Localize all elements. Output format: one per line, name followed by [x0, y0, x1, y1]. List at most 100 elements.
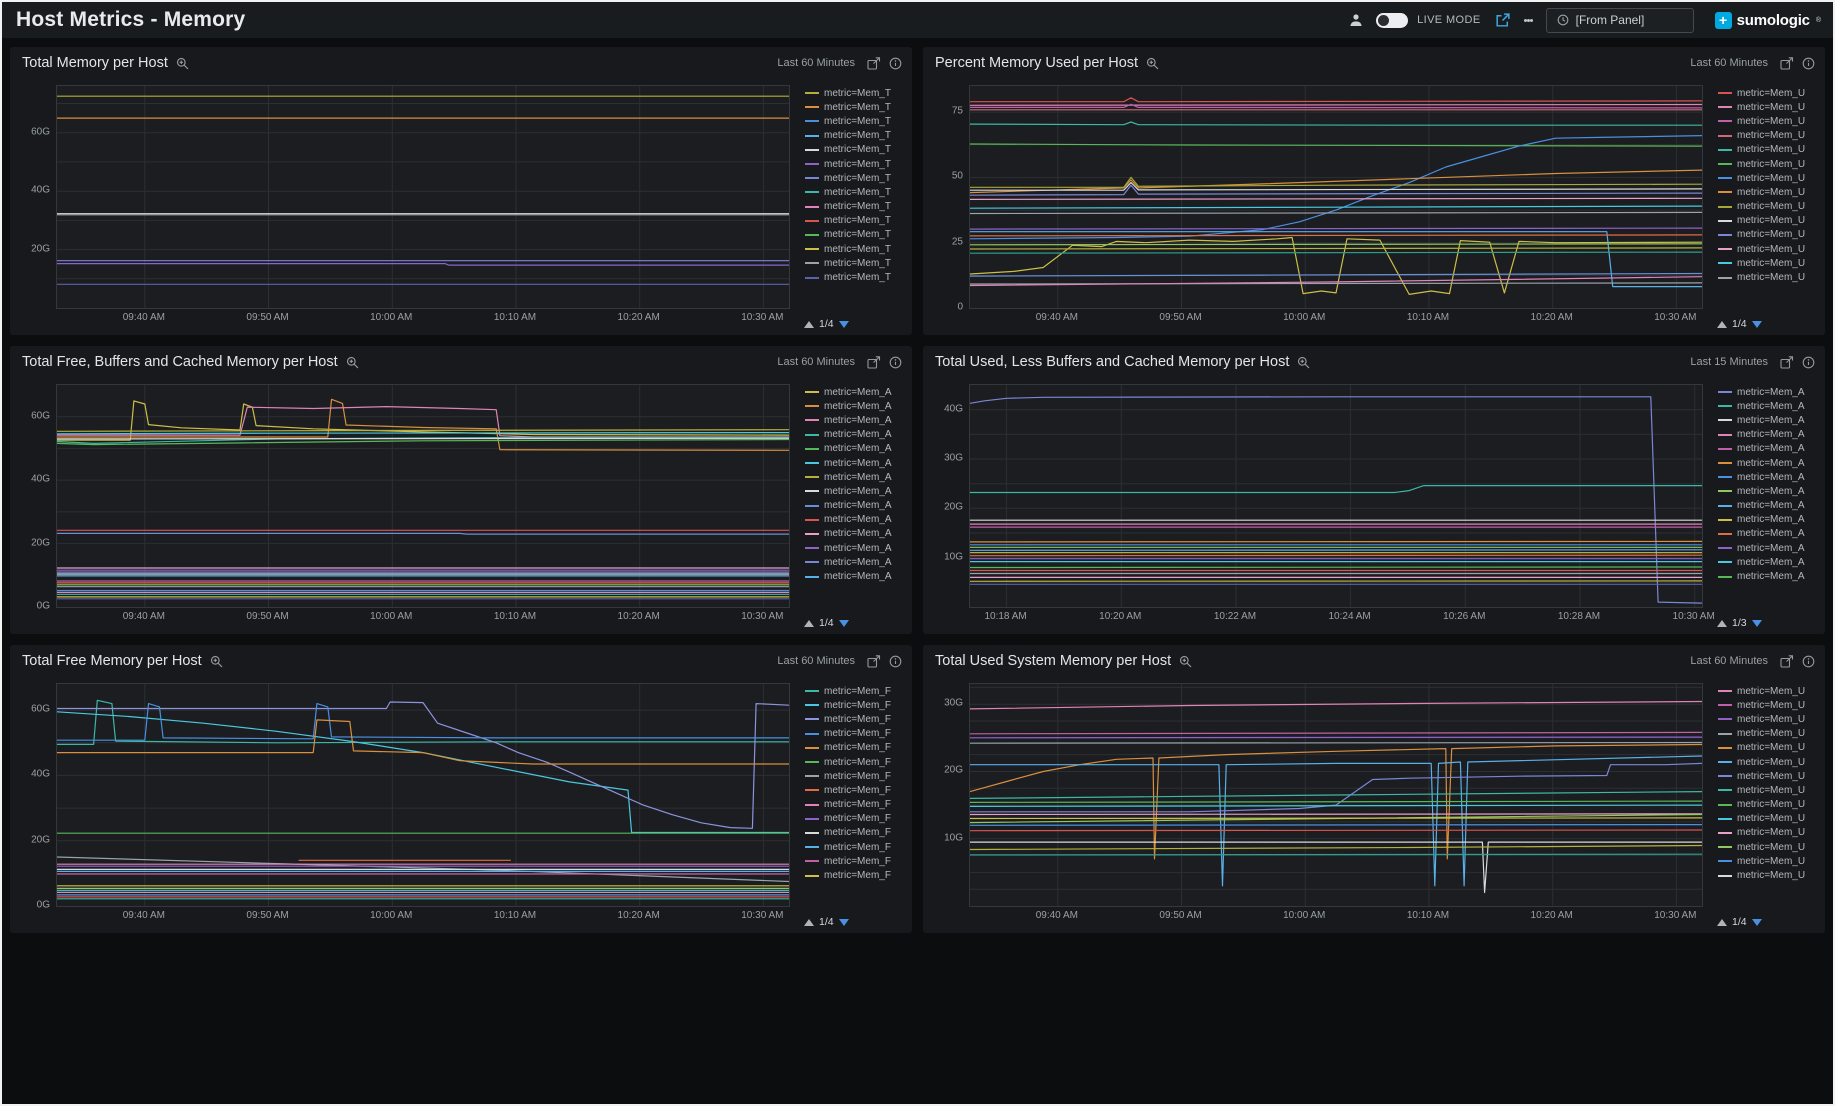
legend-item[interactable]: metric=Mem_U [1718, 157, 1821, 171]
legend-item[interactable]: metric=Mem_T [805, 86, 908, 100]
page-down-icon[interactable] [1751, 320, 1762, 328]
legend-item[interactable]: metric=Mem_A [1718, 442, 1821, 456]
chart-plot[interactable] [56, 384, 790, 608]
legend-item[interactable]: metric=Mem_T [805, 157, 908, 171]
chart-plot[interactable] [56, 683, 790, 907]
info-icon[interactable] [1802, 655, 1815, 668]
open-in-search-icon[interactable] [1780, 56, 1794, 70]
legend-item[interactable]: metric=Mem_A [1718, 555, 1821, 569]
legend-item[interactable]: metric=Mem_U [1718, 698, 1821, 712]
legend-item[interactable]: metric=Mem_A [1718, 470, 1821, 484]
legend-item[interactable]: metric=Mem_T [805, 256, 908, 270]
chart-plot[interactable] [969, 384, 1703, 608]
legend-item[interactable]: metric=Mem_U [1718, 712, 1821, 726]
legend-item[interactable]: metric=Mem_U [1718, 228, 1821, 242]
legend-item[interactable]: metric=Mem_T [805, 270, 908, 284]
info-icon[interactable] [1802, 57, 1815, 70]
legend-item[interactable]: metric=Mem_U [1718, 783, 1821, 797]
open-in-search-icon[interactable] [867, 56, 881, 70]
legend-item[interactable]: metric=Mem_U [1718, 826, 1821, 840]
legend-item[interactable]: metric=Mem_A [805, 555, 908, 569]
legend-item[interactable]: metric=Mem_U [1718, 684, 1821, 698]
legend-item[interactable]: metric=Mem_U [1718, 171, 1821, 185]
legend-item[interactable]: metric=Mem_F [805, 798, 908, 812]
legend-item[interactable]: metric=Mem_F [805, 812, 908, 826]
legend-item[interactable]: metric=Mem_F [805, 755, 908, 769]
legend-item[interactable]: metric=Mem_F [805, 868, 908, 882]
page-up-icon[interactable] [804, 918, 814, 926]
share-icon[interactable] [1494, 12, 1511, 29]
page-down-icon[interactable] [838, 918, 849, 926]
legend-item[interactable]: metric=Mem_T [805, 171, 908, 185]
info-icon[interactable] [1802, 356, 1815, 369]
legend-item[interactable]: metric=Mem_F [805, 826, 908, 840]
info-icon[interactable] [889, 356, 902, 369]
zoom-icon[interactable] [1146, 57, 1159, 70]
info-icon[interactable] [889, 57, 902, 70]
legend-item[interactable]: metric=Mem_U [1718, 868, 1821, 882]
legend-item[interactable]: metric=Mem_U [1718, 185, 1821, 199]
zoom-icon[interactable] [176, 57, 189, 70]
legend-item[interactable]: metric=Mem_F [805, 840, 908, 854]
legend-item[interactable]: metric=Mem_A [1718, 456, 1821, 470]
legend-item[interactable]: metric=Mem_A [805, 442, 908, 456]
legend-item[interactable]: metric=Mem_U [1718, 727, 1821, 741]
legend-item[interactable]: metric=Mem_A [1718, 513, 1821, 527]
legend-item[interactable]: metric=Mem_U [1718, 242, 1821, 256]
legend-item[interactable]: metric=Mem_A [805, 499, 908, 513]
legend-item[interactable]: metric=Mem_A [1718, 399, 1821, 413]
legend-item[interactable]: metric=Mem_U [1718, 812, 1821, 826]
legend-item[interactable]: metric=Mem_A [805, 413, 908, 427]
legend-item[interactable]: metric=Mem_A [805, 484, 908, 498]
legend-item[interactable]: metric=Mem_U [1718, 214, 1821, 228]
time-range-field[interactable]: [From Panel] [1545, 7, 1694, 33]
zoom-icon[interactable] [210, 655, 223, 668]
page-down-icon[interactable] [838, 619, 849, 627]
page-up-icon[interactable] [1717, 918, 1727, 926]
legend-item[interactable]: metric=Mem_T [805, 129, 908, 143]
legend-item[interactable]: metric=Mem_A [805, 513, 908, 527]
legend-item[interactable]: metric=Mem_A [805, 541, 908, 555]
legend-item[interactable]: metric=Mem_A [1718, 569, 1821, 583]
zoom-icon[interactable] [1179, 655, 1192, 668]
legend-item[interactable]: metric=Mem_A [805, 470, 908, 484]
chart-plot[interactable] [969, 85, 1703, 309]
chart-plot[interactable] [969, 683, 1703, 907]
legend-item[interactable]: metric=Mem_U [1718, 200, 1821, 214]
legend-item[interactable]: metric=Mem_T [805, 100, 908, 114]
legend-item[interactable]: metric=Mem_T [805, 214, 908, 228]
legend-item[interactable]: metric=Mem_A [805, 456, 908, 470]
legend-item[interactable]: metric=Mem_T [805, 185, 908, 199]
kebab-menu-icon[interactable] [1523, 17, 1533, 23]
legend-item[interactable]: metric=Mem_U [1718, 854, 1821, 868]
legend-item[interactable]: metric=Mem_U [1718, 755, 1821, 769]
legend-item[interactable]: metric=Mem_U [1718, 741, 1821, 755]
legend-item[interactable]: metric=Mem_T [805, 143, 908, 157]
open-in-search-icon[interactable] [867, 355, 881, 369]
chart-plot[interactable] [56, 85, 790, 309]
legend-item[interactable]: metric=Mem_A [1718, 413, 1821, 427]
legend-item[interactable]: metric=Mem_U [1718, 129, 1821, 143]
legend-item[interactable]: metric=Mem_F [805, 712, 908, 726]
page-down-icon[interactable] [1751, 918, 1762, 926]
legend-item[interactable]: metric=Mem_U [1718, 270, 1821, 284]
legend-item[interactable]: metric=Mem_A [1718, 484, 1821, 498]
legend-item[interactable]: metric=Mem_A [1718, 499, 1821, 513]
page-up-icon[interactable] [804, 320, 814, 328]
legend-item[interactable]: metric=Mem_A [805, 428, 908, 442]
legend-item[interactable]: metric=Mem_A [805, 569, 908, 583]
legend-item[interactable]: metric=Mem_U [1718, 256, 1821, 270]
page-up-icon[interactable] [804, 619, 814, 627]
open-in-search-icon[interactable] [867, 654, 881, 668]
legend-item[interactable]: metric=Mem_F [805, 854, 908, 868]
legend-item[interactable]: metric=Mem_F [805, 727, 908, 741]
legend-item[interactable]: metric=Mem_U [1718, 840, 1821, 854]
legend-item[interactable]: metric=Mem_F [805, 783, 908, 797]
legend-item[interactable]: metric=Mem_U [1718, 798, 1821, 812]
legend-item[interactable]: metric=Mem_A [805, 399, 908, 413]
legend-item[interactable]: metric=Mem_U [1718, 114, 1821, 128]
zoom-icon[interactable] [346, 356, 359, 369]
open-in-search-icon[interactable] [1780, 654, 1794, 668]
legend-item[interactable]: metric=Mem_A [1718, 541, 1821, 555]
legend-item[interactable]: metric=Mem_T [805, 242, 908, 256]
